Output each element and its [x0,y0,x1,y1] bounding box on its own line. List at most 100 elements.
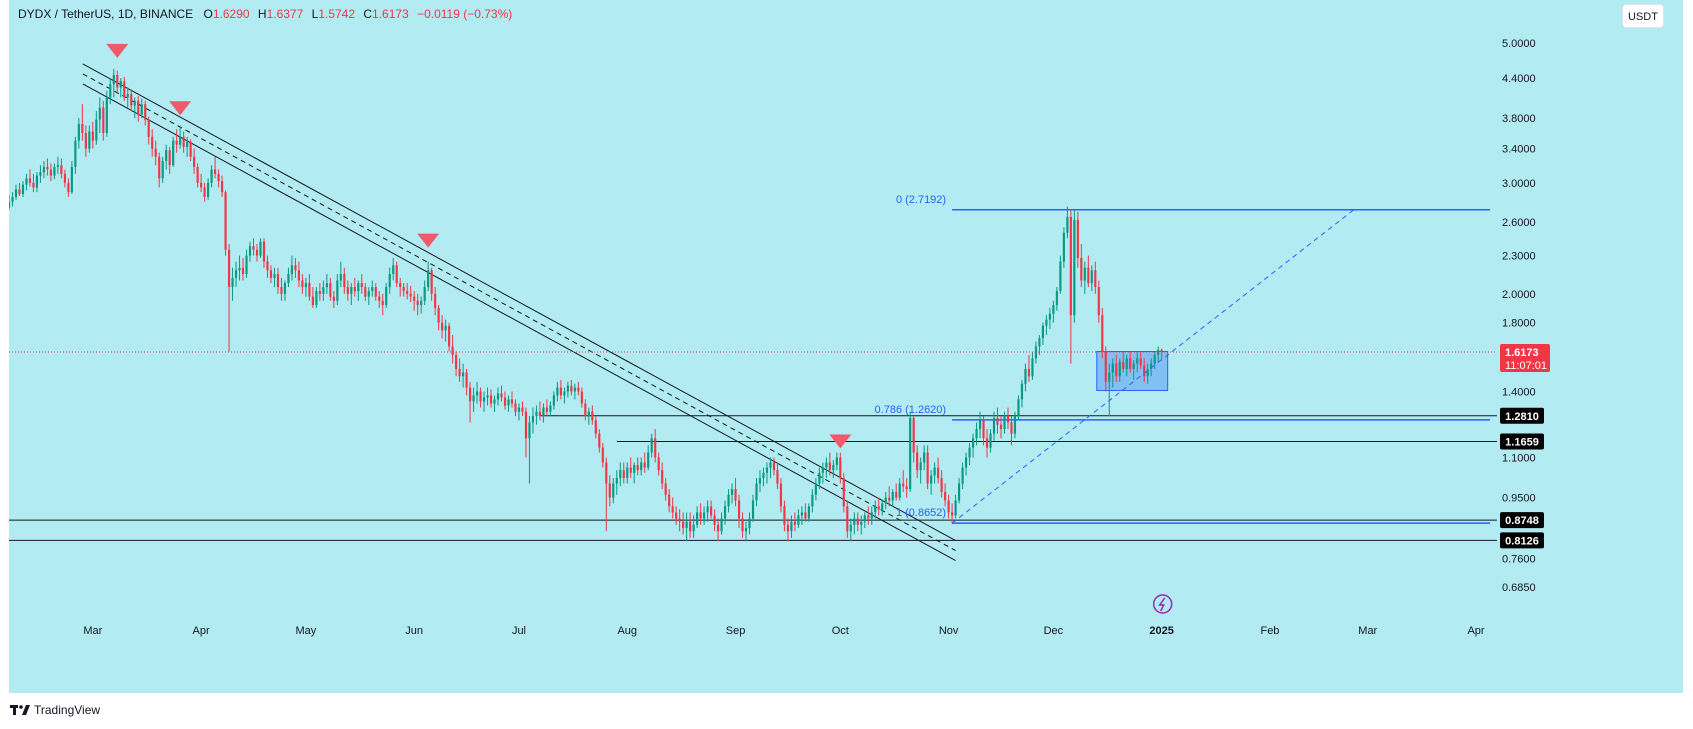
candle-body [297,270,300,281]
candle-body [619,470,622,479]
candle-body [430,270,433,294]
candle-body [902,483,905,487]
candle-body [88,131,91,149]
candle-body [1048,313,1051,320]
currency-button[interactable]: USDT [1622,4,1664,28]
candle-body [1115,363,1118,377]
bar-countdown: 11:07:01 [1505,360,1547,372]
candle-body [985,438,989,448]
candle-body [1108,372,1111,382]
candle-body [210,169,213,183]
candle-body [266,261,269,271]
sell-marker-icon [829,434,852,449]
tradingview-logo[interactable]: TradingView [10,703,100,717]
candle-body [682,521,685,529]
candle-body [67,182,70,193]
x-tick-label: 2025 [1149,625,1173,637]
change-value: −0.0119 (−0.73%) [417,7,513,21]
candle-body [1059,261,1062,292]
candle-body [734,489,737,501]
candle-body [32,182,35,188]
candle-body [710,506,713,516]
candle-body [521,407,524,412]
candle-body [818,472,821,484]
candle-body [814,483,817,495]
candle-body [510,399,514,404]
candle-body [500,393,503,398]
price-label-bg [1500,512,1544,529]
candle-body [556,387,559,396]
candle-body [727,494,730,507]
candle-body [790,521,793,532]
candle-body [615,478,618,484]
candle-body [1090,270,1093,284]
candle-body [1101,315,1104,352]
symbol-title[interactable]: DYDX / TetherUS, 1D, BINANCE [18,7,194,21]
channel-upper-line [82,63,956,541]
candle-body [479,391,482,402]
candle-body [992,418,996,434]
candle-body [566,385,569,392]
consolidation-box [1096,351,1169,391]
candle-body [9,201,11,208]
candle-body [797,515,800,525]
sell-marker-icon [169,101,192,116]
candle-body [112,74,115,85]
x-tick-label: Aug [617,625,637,637]
candle-body [416,300,419,306]
candle-body [165,150,168,161]
candle-body [612,483,615,498]
candle-body [916,452,919,471]
candle-body [193,156,196,167]
candle-body [1024,368,1027,384]
candle-body [98,107,101,120]
candle-body [207,182,210,197]
y-tick-label: 0.7600 [1502,554,1536,566]
candle-body [472,395,475,402]
candle-body [388,274,391,288]
candle-body [21,184,25,195]
candle-body [290,265,294,275]
candle-body [870,512,873,519]
candle-body [1045,319,1048,326]
candle-body [867,515,870,519]
x-tick-label: Mar [83,625,102,637]
candle-body [91,131,94,141]
y-tick-label: 0.9500 [1502,493,1536,505]
candle-body [923,452,926,463]
candle-body [154,148,157,157]
candle-body [468,387,472,402]
candle-body [650,438,653,453]
chart-area[interactable]: 0 (2.7192) 0.786 (1.2620) 1 (0.8652) 5.000… [9,0,1683,693]
candle-body [853,518,856,525]
candle-body [668,494,671,507]
y-tick-label: 2.3000 [1502,251,1536,263]
price-chart[interactable]: 0 (2.7192) 0.786 (1.2620) 1 (0.8652) 5.000… [9,0,1683,693]
low-value: 1.5742 [318,7,356,21]
candle-body [626,467,629,479]
price-label: 1.2810 [1505,411,1539,423]
candle-body [161,160,164,179]
candle-body [28,178,32,183]
candle-body [70,166,73,193]
y-tick-label: 3.4000 [1502,144,1536,156]
candle-body [542,407,545,416]
candle-body [1146,368,1149,377]
open-value: 1.6290 [212,7,250,21]
candle-body [1080,257,1083,281]
candle-body [772,462,776,471]
candle-body [1010,422,1013,434]
candle-body [179,136,182,145]
candle-body [1104,351,1107,382]
candle-body [545,407,548,412]
last-price-value: 1.6173 [1505,347,1539,359]
candle-body [273,274,276,278]
candle-body [458,368,461,377]
candle-body [1129,358,1132,369]
candle-body [912,418,915,453]
candle-body [835,457,838,466]
candle-body [175,140,178,145]
candle-body [381,300,384,306]
candle-body [84,132,87,149]
candle-body [968,447,971,458]
